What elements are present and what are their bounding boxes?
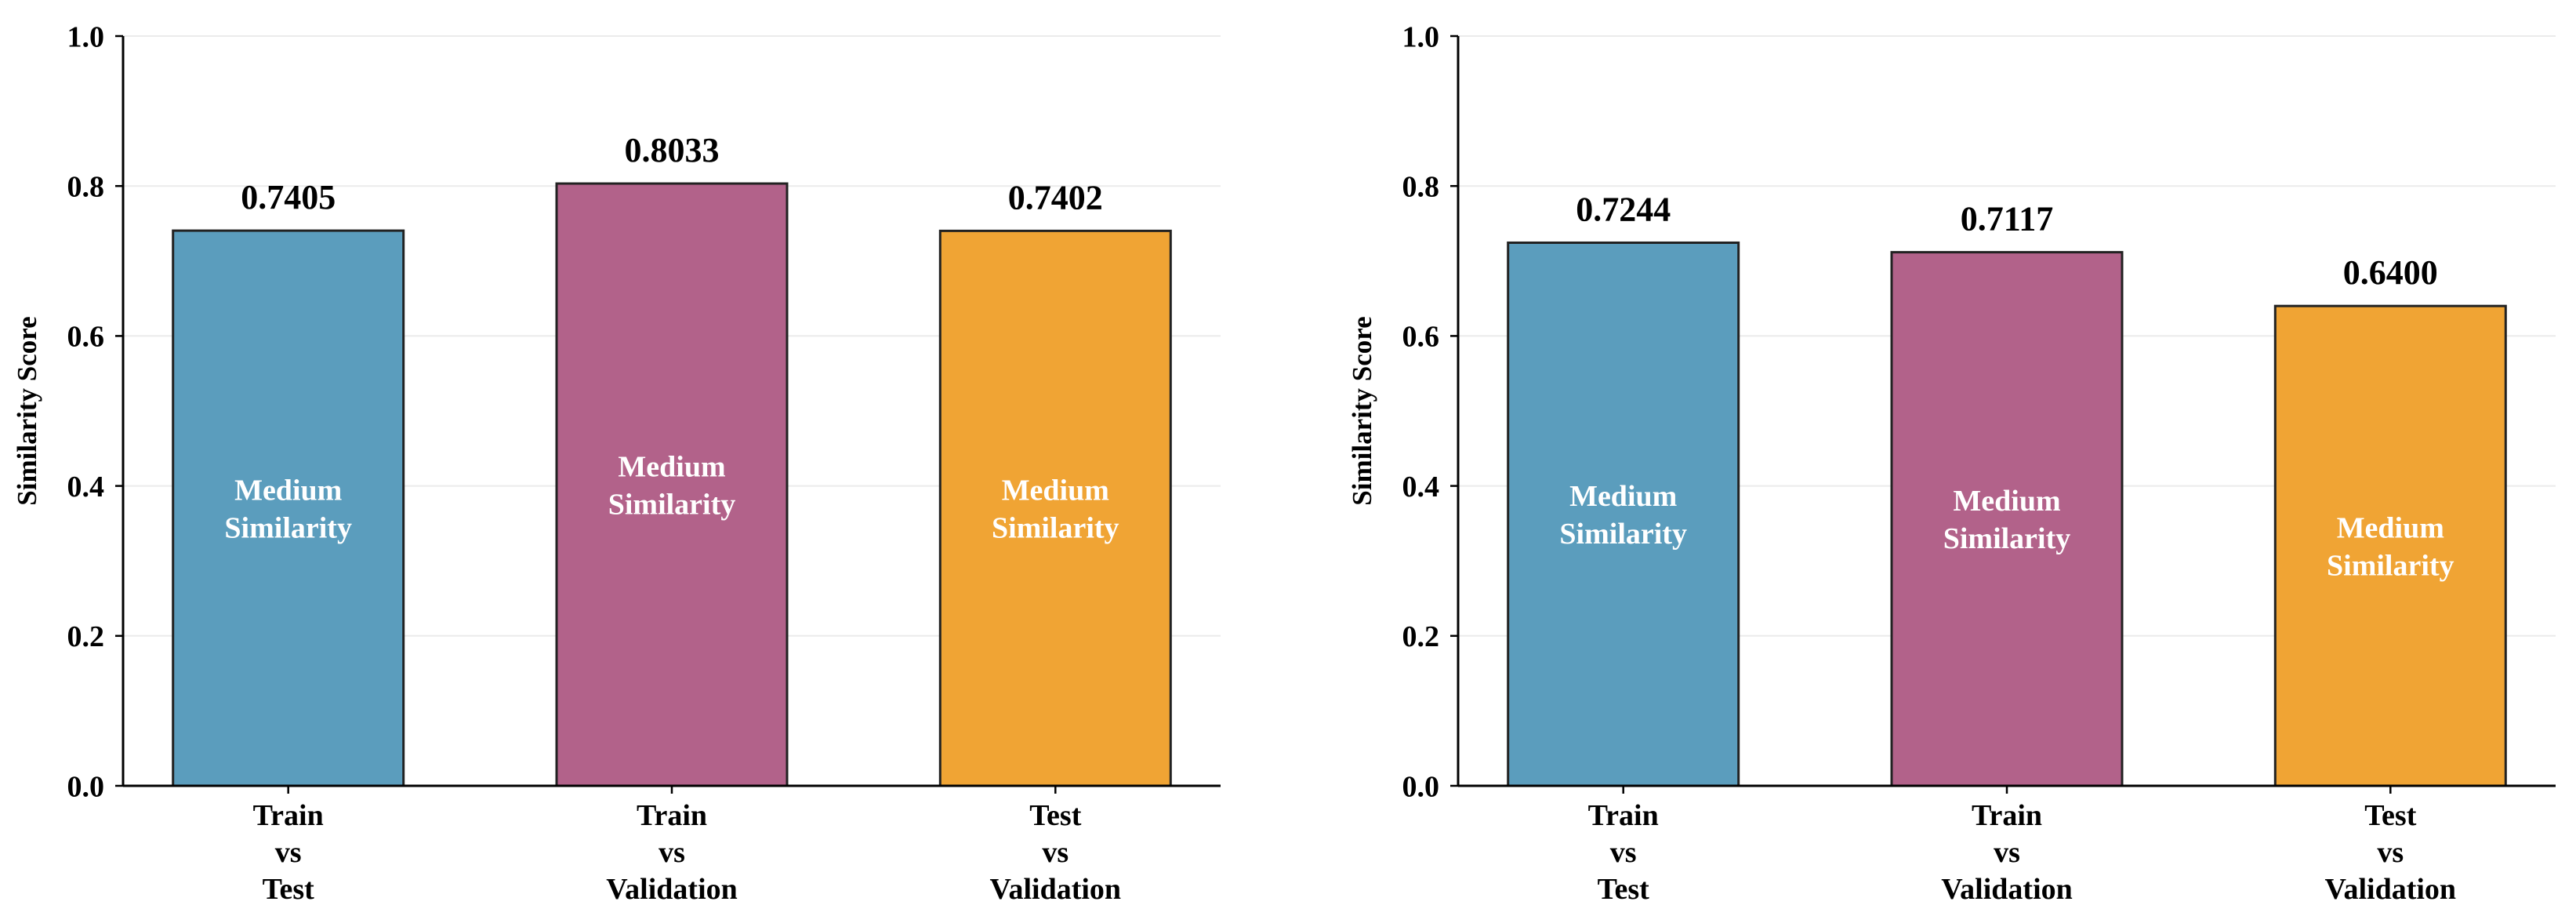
x-tick-label: Test <box>2364 799 2417 832</box>
bar-annotation: Similarity <box>608 488 736 521</box>
bar-annotation: Similarity <box>1559 518 1687 551</box>
y-tick-label: 0.0 <box>67 770 105 803</box>
value-label: 0.6400 <box>2343 253 2438 292</box>
y-tick-label: 0.8 <box>67 171 105 204</box>
y-tick-label: 1.0 <box>67 20 105 53</box>
x-tick-label: Train <box>637 799 707 832</box>
bar-annotation: Medium <box>1953 485 2060 518</box>
y-tick-label: 0.0 <box>1402 770 1440 803</box>
y-tick-label: 0.2 <box>67 620 105 653</box>
y-tick-label: 0.8 <box>1402 171 1440 204</box>
y-tick-label: 0.4 <box>1402 471 1440 503</box>
x-tick-label: vs <box>1042 836 1068 869</box>
bar <box>1507 241 1740 787</box>
chart-panel-right: 0.7244 Medium Similarity Train vs Test 0.7117 M… <box>1347 20 2556 906</box>
x-tick-label: vs <box>1994 836 2020 869</box>
bar <box>1890 251 2124 787</box>
value-label: 0.8033 <box>625 131 720 169</box>
x-tick-label: Test <box>1598 873 1650 906</box>
y-tick-label: 1.0 <box>1402 20 1440 53</box>
x-tick-label: Validation <box>2325 873 2457 906</box>
y-tick-label: 0.6 <box>67 321 105 354</box>
y-axis-label: Similarity Score <box>1347 316 1377 505</box>
y-tick-label: 0.2 <box>1402 620 1440 653</box>
x-tick-label: Validation <box>606 873 738 906</box>
x-tick-label: Test <box>263 873 315 906</box>
x-tick-label: Train <box>1972 799 2042 832</box>
chart-panel-left: 0.7405 Medium Similarity Train vs Test 0.8033 M… <box>12 20 1221 906</box>
x-tick-label: vs <box>275 836 302 869</box>
value-label: 0.7402 <box>1008 178 1103 216</box>
x-tick-label: Train <box>253 799 324 832</box>
bar-annotation: Medium <box>1002 474 1109 507</box>
bar <box>938 229 1172 787</box>
bar-annotation: Similarity <box>992 511 1119 544</box>
x-tick-label: Validation <box>1941 873 2073 906</box>
bar-annotation: Similarity <box>1943 522 2071 555</box>
bar-annotation: Similarity <box>2327 549 2454 582</box>
x-tick-label: Test <box>1029 799 1082 832</box>
y-tick-label: 0.6 <box>1402 321 1440 354</box>
value-label: 0.7117 <box>1961 200 2054 238</box>
y-tick-label: 0.4 <box>67 471 105 503</box>
bar-annotation: Similarity <box>224 511 352 544</box>
x-tick-label: vs <box>659 836 685 869</box>
bar-annotation: Medium <box>618 450 725 483</box>
bar <box>172 229 405 787</box>
x-tick-label: Train <box>1588 799 1659 832</box>
y-axis-label: Similarity Score <box>12 316 42 505</box>
x-tick-label: vs <box>1610 836 1637 869</box>
bar-annotation: Medium <box>2337 511 2444 544</box>
bar <box>2273 304 2507 787</box>
value-label: 0.7405 <box>241 178 336 216</box>
x-tick-label: Validation <box>990 873 1122 906</box>
x-tick-label: vs <box>2377 836 2404 869</box>
bar-annotation: Medium <box>1569 480 1677 513</box>
bar-annotation: Medium <box>234 474 342 507</box>
value-label: 0.7244 <box>1576 190 1671 228</box>
bar <box>555 182 789 787</box>
